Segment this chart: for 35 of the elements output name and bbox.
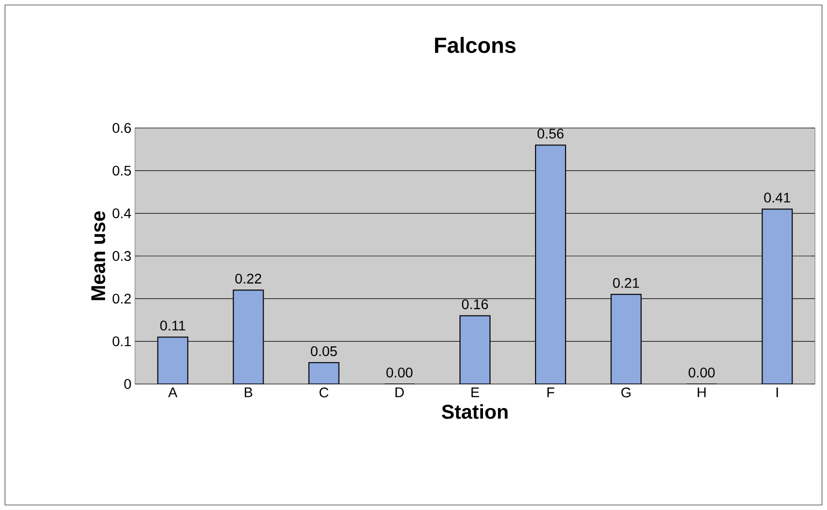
y-axis-title: Mean use [91, 211, 106, 300]
y-tick-label: 0.5 [112, 166, 131, 176]
data-label: 0.00 [386, 368, 412, 378]
data-label: 0.56 [538, 128, 564, 139]
bar [460, 315, 490, 384]
data-label: 0.22 [235, 274, 262, 284]
y-tick-label: 0.4 [112, 208, 132, 218]
y-tick-label: 0.3 [112, 251, 131, 261]
x-tick-label: B [244, 388, 252, 398]
data-label: 0.05 [310, 346, 337, 356]
data-label: 0.21 [613, 278, 639, 288]
x-tick-label: C [320, 388, 328, 398]
x-tick-label: G [621, 388, 630, 398]
data-label: 0.11 [160, 320, 186, 331]
x-tick-label: F [547, 388, 554, 398]
bar [535, 144, 566, 384]
x-tick-label: E [471, 388, 480, 398]
x-tick-label: I [776, 388, 778, 398]
data-label: 0.00 [688, 368, 715, 378]
y-tick-label: 0.2 [112, 294, 131, 304]
x-axis-title: Station [442, 404, 508, 419]
y-tick-label: 0.6 [112, 123, 131, 133]
x-tick-label: H [698, 388, 706, 398]
x-tick-label: A [168, 388, 178, 398]
bar [157, 336, 188, 384]
x-tick-label: D [396, 388, 404, 398]
y-tick-label: 0 [124, 379, 131, 389]
bar [610, 294, 642, 384]
bar [232, 290, 264, 384]
chart-title: Falcons [435, 36, 516, 54]
y-tick-label: 0.1 [112, 336, 131, 346]
bar [762, 208, 793, 384]
bar [308, 362, 340, 384]
data-label: 0.41 [764, 192, 790, 203]
data-label: 0.16 [462, 299, 488, 310]
